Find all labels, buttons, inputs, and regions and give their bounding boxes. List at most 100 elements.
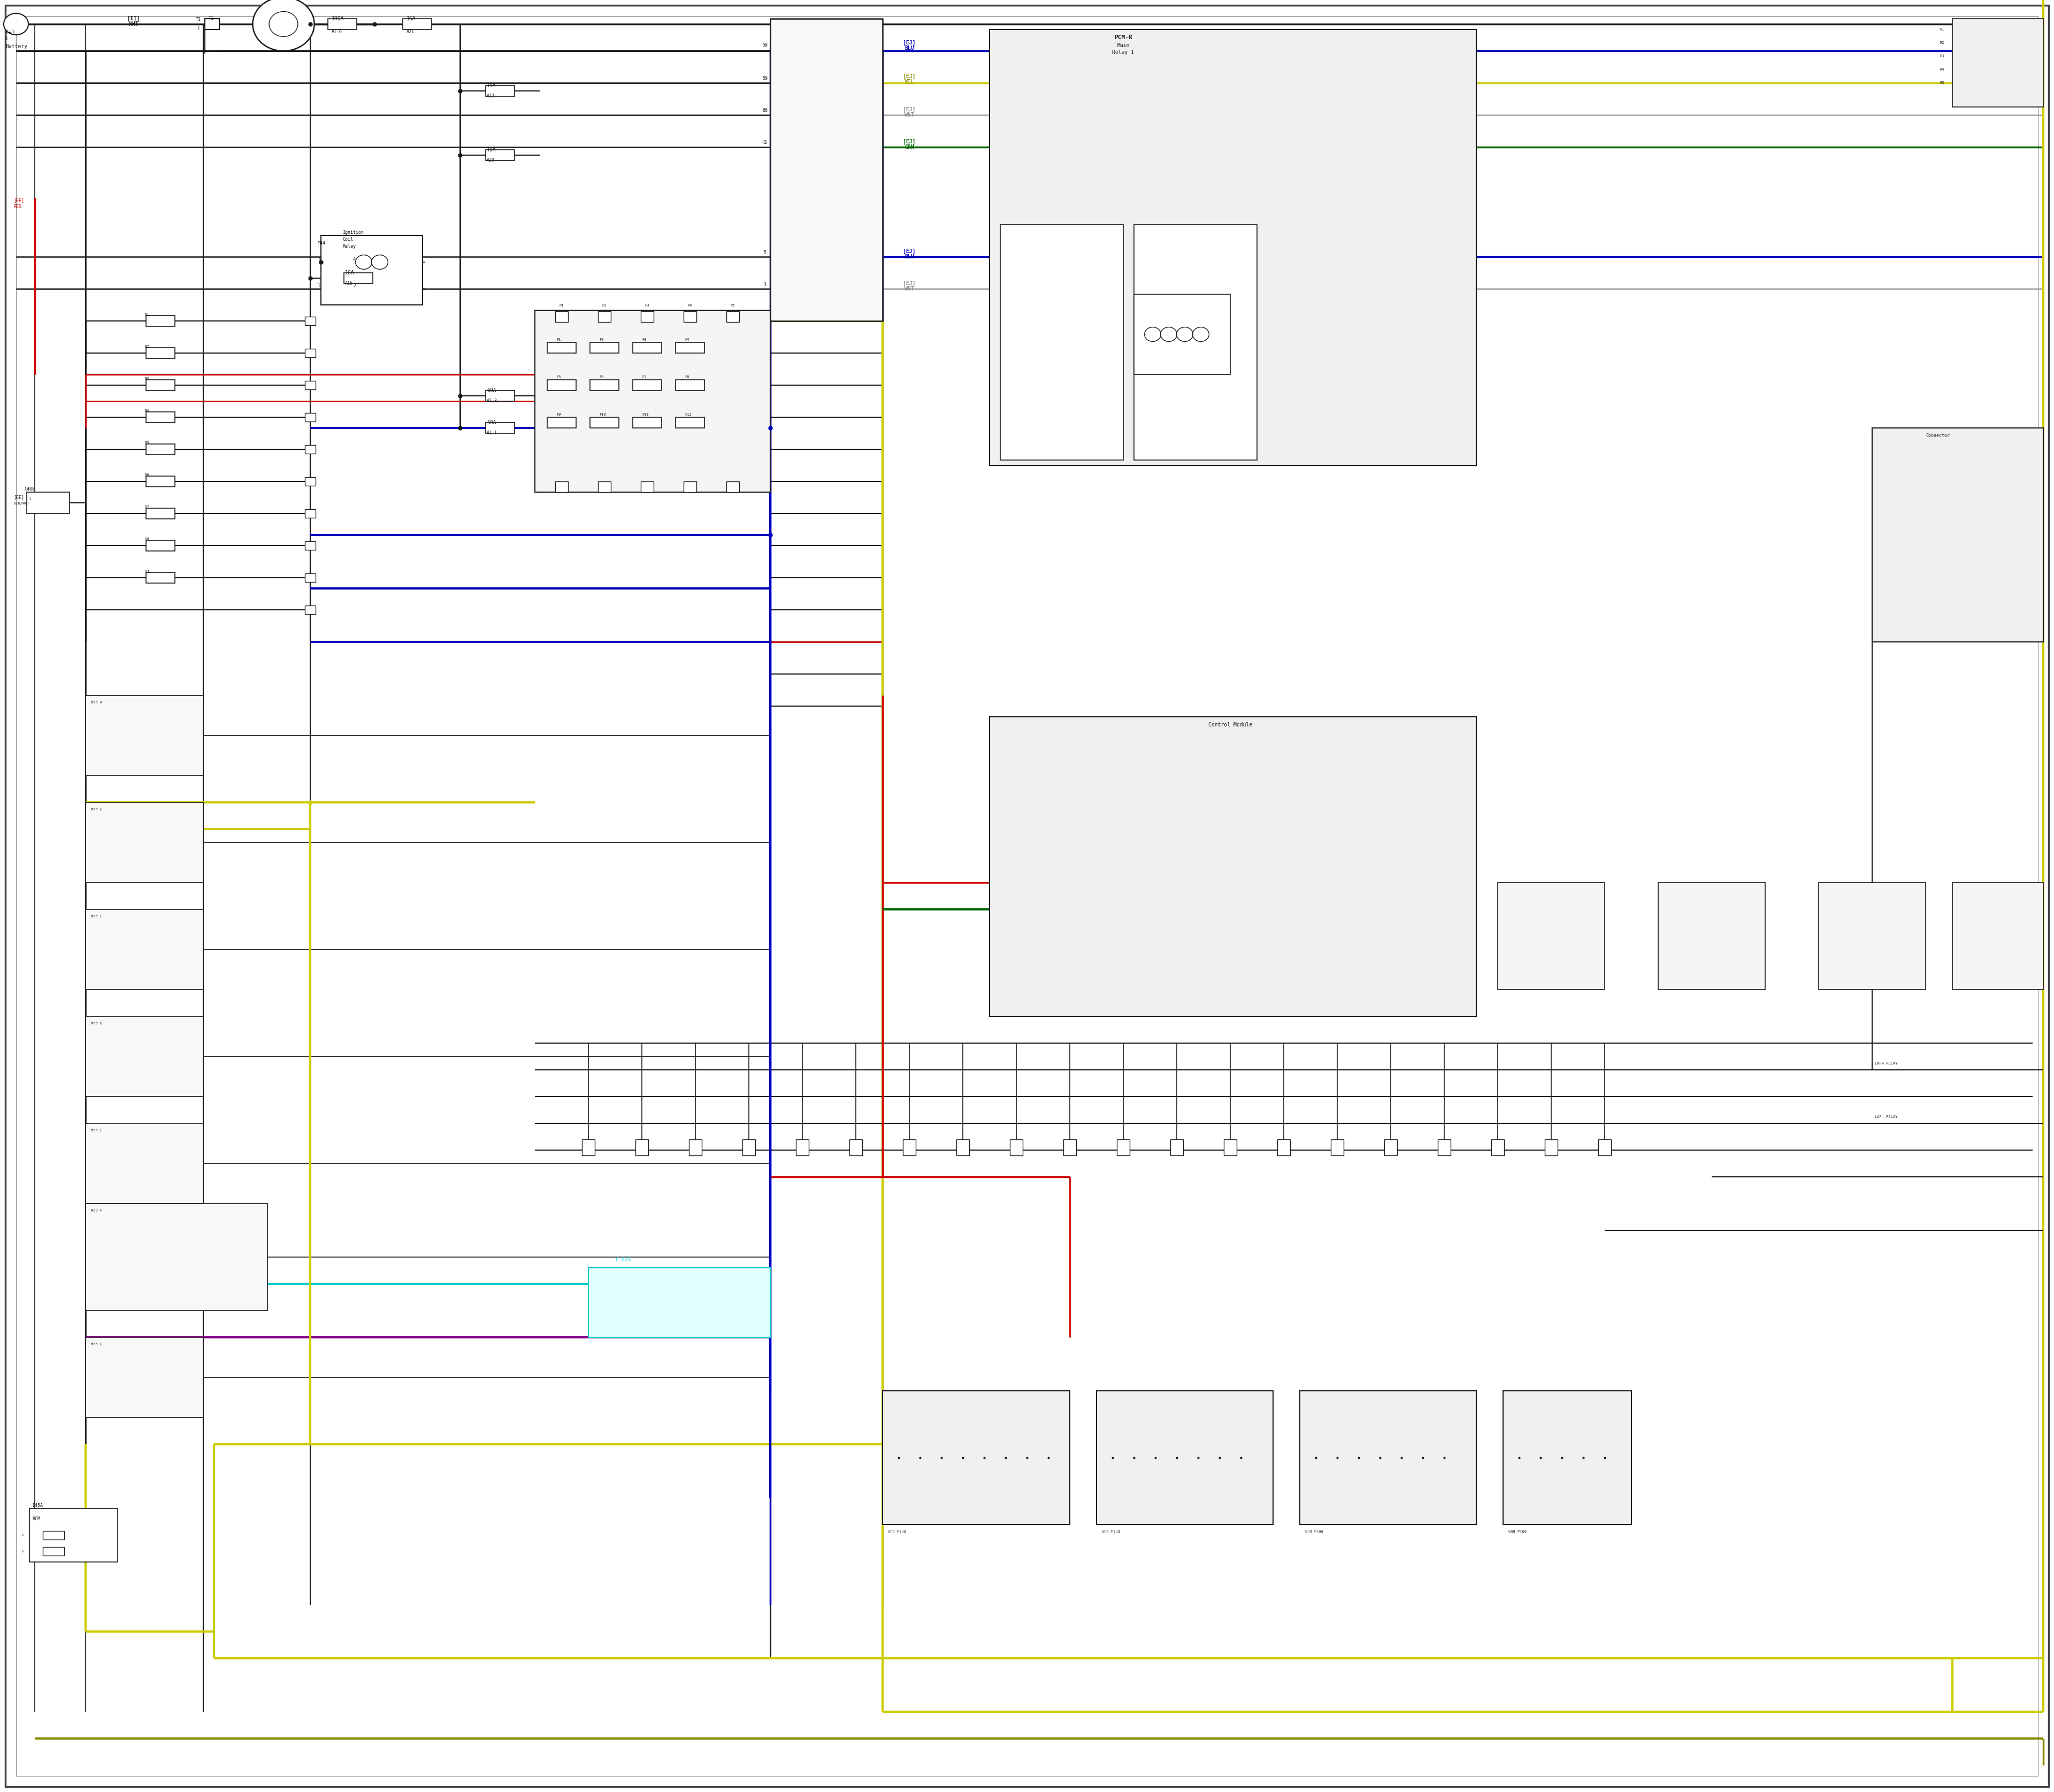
- Bar: [146, 477, 175, 487]
- Bar: [957, 1140, 969, 1156]
- Bar: [1097, 1391, 1273, 1525]
- Bar: [676, 342, 705, 353]
- Text: B9: B9: [144, 570, 150, 573]
- Text: 1: 1: [29, 498, 31, 500]
- Bar: [589, 380, 618, 391]
- Bar: [1171, 1140, 1183, 1156]
- Bar: [990, 29, 1477, 466]
- Text: M44: M44: [318, 240, 327, 246]
- Text: WHT: WHT: [904, 287, 914, 292]
- Text: R4: R4: [1939, 68, 1945, 72]
- Bar: [146, 572, 175, 582]
- Bar: [1598, 1140, 1610, 1156]
- Bar: [684, 312, 696, 323]
- Text: Gnd Plug: Gnd Plug: [1304, 1530, 1323, 1534]
- Bar: [304, 541, 316, 550]
- Bar: [1224, 1140, 1237, 1156]
- Text: Ignition: Ignition: [343, 229, 364, 235]
- Text: Relay: Relay: [343, 244, 355, 249]
- Bar: [86, 1204, 267, 1310]
- Bar: [146, 380, 175, 391]
- Text: B1: B1: [144, 314, 150, 315]
- Circle shape: [355, 254, 372, 269]
- Text: Mod B: Mod B: [90, 808, 103, 812]
- Bar: [304, 349, 316, 357]
- Text: 58: 58: [762, 43, 768, 48]
- Text: G: G: [23, 1550, 25, 1554]
- Text: Main: Main: [1117, 43, 1130, 48]
- Bar: [146, 348, 175, 358]
- Text: A1-6: A1-6: [331, 29, 343, 34]
- Bar: [1300, 1391, 1477, 1525]
- Text: A2-1: A2-1: [487, 430, 497, 435]
- Text: 10A: 10A: [487, 147, 497, 152]
- Text: [EJ]: [EJ]: [904, 39, 916, 45]
- Bar: [1953, 883, 2044, 989]
- Text: Battery: Battery: [6, 43, 27, 48]
- Bar: [797, 1140, 809, 1156]
- Text: F12: F12: [684, 412, 692, 416]
- Text: A29: A29: [487, 158, 495, 163]
- Bar: [770, 111, 787, 120]
- Text: Gnd Plug: Gnd Plug: [887, 1530, 906, 1534]
- Text: (+): (+): [6, 29, 14, 34]
- Text: 1: 1: [318, 283, 320, 289]
- Text: [EJ]: [EJ]: [904, 140, 916, 145]
- Text: F6: F6: [600, 376, 604, 378]
- Text: F1: F1: [557, 339, 561, 340]
- Bar: [676, 418, 705, 428]
- Text: A16: A16: [345, 281, 353, 285]
- Text: Coil: Coil: [343, 237, 353, 242]
- Text: R2: R2: [1939, 41, 1945, 45]
- Text: 5: 5: [764, 251, 766, 254]
- Text: F8: F8: [684, 376, 690, 378]
- Text: E45A: E45A: [33, 1503, 43, 1507]
- Bar: [633, 380, 661, 391]
- Bar: [598, 312, 610, 323]
- Bar: [320, 235, 423, 305]
- Text: Mod A: Mod A: [90, 701, 103, 704]
- Bar: [205, 18, 216, 29]
- Text: 59: 59: [762, 75, 768, 81]
- Text: Relay 1: Relay 1: [1113, 50, 1134, 56]
- Text: 50A: 50A: [487, 419, 497, 425]
- Bar: [86, 1124, 203, 1204]
- Bar: [1953, 18, 2044, 108]
- Bar: [581, 1140, 596, 1156]
- Text: R1: R1: [1939, 29, 1945, 30]
- Text: [EE]: [EE]: [14, 495, 25, 500]
- Bar: [1818, 883, 1927, 989]
- Text: YEL: YEL: [904, 79, 914, 84]
- Text: 1: 1: [197, 25, 199, 30]
- Bar: [770, 47, 787, 56]
- Bar: [1438, 1140, 1450, 1156]
- Text: 66: 66: [762, 108, 768, 113]
- Bar: [641, 482, 653, 493]
- Bar: [555, 482, 569, 493]
- Text: B3: B3: [144, 376, 150, 380]
- Circle shape: [253, 0, 314, 50]
- Bar: [904, 1140, 916, 1156]
- Text: P2: P2: [602, 305, 606, 306]
- Text: Mod F: Mod F: [90, 1210, 103, 1211]
- Bar: [555, 312, 569, 323]
- Bar: [1064, 1140, 1076, 1156]
- Text: B5: B5: [144, 441, 150, 444]
- Bar: [770, 253, 787, 262]
- Text: B4: B4: [144, 409, 150, 412]
- Bar: [86, 909, 203, 989]
- Bar: [304, 382, 316, 389]
- Text: Gnd Plug: Gnd Plug: [1508, 1530, 1526, 1534]
- Text: F11: F11: [641, 412, 649, 416]
- Bar: [850, 1140, 863, 1156]
- Text: C408: C408: [25, 487, 35, 491]
- Text: 42: 42: [762, 140, 768, 145]
- Text: 100A: 100A: [331, 16, 345, 22]
- Text: B7: B7: [144, 505, 150, 509]
- Text: 1: 1: [6, 36, 8, 41]
- Bar: [589, 418, 618, 428]
- Text: B8: B8: [144, 538, 150, 541]
- Bar: [1331, 1140, 1343, 1156]
- Bar: [641, 312, 653, 323]
- Text: P3: P3: [645, 305, 649, 306]
